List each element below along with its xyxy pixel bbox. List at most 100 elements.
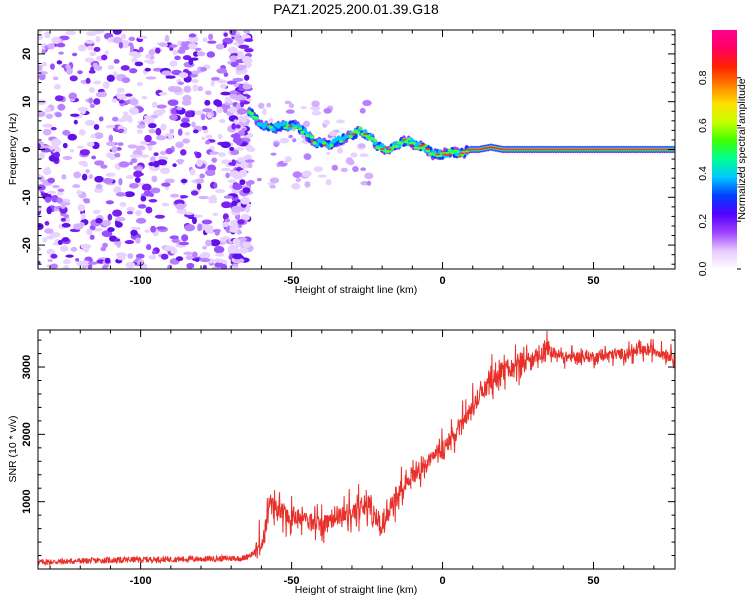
noise-blob	[238, 247, 249, 254]
noise-blob	[76, 145, 84, 149]
noise-blob	[210, 76, 220, 81]
noise-blob	[115, 147, 122, 151]
noise-blob	[39, 152, 46, 159]
signal-trace-cell	[408, 143, 414, 146]
noise-blob	[101, 230, 113, 238]
noise-blob	[61, 222, 71, 228]
snr-series-line	[38, 330, 675, 567]
noise-blob	[148, 255, 157, 260]
noise-blob	[88, 87, 95, 93]
noise-blob	[40, 147, 51, 153]
noise-blob	[42, 237, 48, 243]
noise-blob	[242, 83, 252, 90]
noise-blob	[240, 117, 247, 123]
noise-blob	[223, 195, 234, 199]
spectrogram-x-tick-label: -50	[284, 275, 300, 287]
spectrogram-x-tick-label: -100	[130, 275, 152, 287]
noise-blob	[159, 167, 170, 175]
noise-blob	[136, 81, 143, 87]
noise-blob	[234, 258, 245, 263]
noise-blob	[118, 41, 124, 49]
noise-blob	[144, 67, 152, 72]
noise-blob	[112, 209, 123, 217]
noise-blob	[175, 141, 184, 149]
noise-blob	[159, 151, 168, 155]
noise-blob	[102, 81, 110, 89]
noise-blob	[328, 131, 338, 137]
noise-blob	[239, 162, 250, 169]
noise-blob	[100, 164, 108, 169]
noise-blob	[41, 49, 46, 54]
noise-blob	[359, 153, 369, 158]
snr-x-tick-label: -50	[284, 575, 300, 587]
noise-blob	[87, 45, 94, 51]
noise-blob	[191, 251, 198, 258]
noise-blob	[65, 254, 74, 258]
signal-trace-cell	[464, 152, 469, 154]
noise-blob	[231, 123, 236, 130]
noise-blob	[205, 239, 212, 247]
noise-blob	[284, 100, 292, 105]
noise-blob	[221, 201, 232, 209]
noise-blob	[129, 44, 135, 52]
noise-blob	[247, 180, 255, 185]
noise-blob	[317, 174, 327, 178]
noise-blob	[131, 57, 138, 63]
noise-blob	[358, 143, 366, 149]
noise-blob	[155, 47, 161, 54]
noise-blob	[235, 64, 247, 70]
noise-blob	[223, 32, 228, 37]
noise-blob	[50, 253, 58, 259]
noise-blob	[45, 166, 51, 173]
noise-blob	[161, 70, 172, 76]
noise-blob	[189, 168, 196, 176]
noise-blob	[165, 75, 176, 79]
noise-blob	[91, 155, 97, 160]
noise-blob	[106, 152, 113, 159]
noise-blob	[167, 264, 173, 269]
snr-axes: -100 -50 0 50 1000 2000 3000	[21, 330, 675, 587]
noise-blob	[105, 200, 114, 205]
noise-blob	[204, 99, 211, 106]
noise-blob	[77, 204, 86, 212]
noise-blob	[311, 110, 322, 116]
noise-blob	[135, 217, 147, 224]
noise-blob	[219, 103, 231, 110]
noise-blob	[107, 65, 115, 70]
noise-blob	[86, 228, 93, 236]
noise-blob	[239, 169, 248, 178]
noise-blob	[150, 187, 161, 194]
noise-blob	[325, 179, 332, 186]
noise-blob	[151, 250, 157, 255]
noise-blob	[199, 257, 211, 263]
noise-blob	[115, 192, 127, 197]
noise-blob	[202, 37, 208, 43]
noise-blob	[120, 33, 127, 40]
noise-blob	[232, 183, 243, 190]
noise-blob	[116, 93, 128, 100]
noise-blob	[93, 98, 101, 105]
noise-blob	[95, 218, 103, 224]
noise-blob	[183, 85, 192, 93]
noise-blob	[68, 92, 78, 100]
noise-blob	[88, 97, 93, 104]
noise-blob	[190, 57, 199, 61]
noise-blob	[38, 173, 42, 179]
signal-trace-cell	[321, 141, 327, 145]
noise-blob	[117, 118, 126, 123]
noise-blob	[135, 237, 141, 244]
signal-trace-cell	[268, 125, 274, 129]
noise-blob	[235, 124, 241, 129]
noise-blob	[151, 175, 158, 183]
signal-trace-cell	[329, 144, 334, 148]
noise-blob	[89, 66, 95, 74]
noise-blob	[112, 36, 123, 44]
noise-blob	[107, 213, 113, 221]
colorbar-tick-label: 0.8	[697, 70, 709, 85]
spectrogram-y-tick-label: -20	[21, 237, 33, 253]
colorbar-tick-label: 0.2	[697, 214, 709, 229]
noise-blob	[50, 263, 59, 269]
noise-blob	[128, 182, 139, 189]
snr-y-tick-label: 1000	[21, 489, 33, 513]
noise-blob	[237, 219, 245, 225]
